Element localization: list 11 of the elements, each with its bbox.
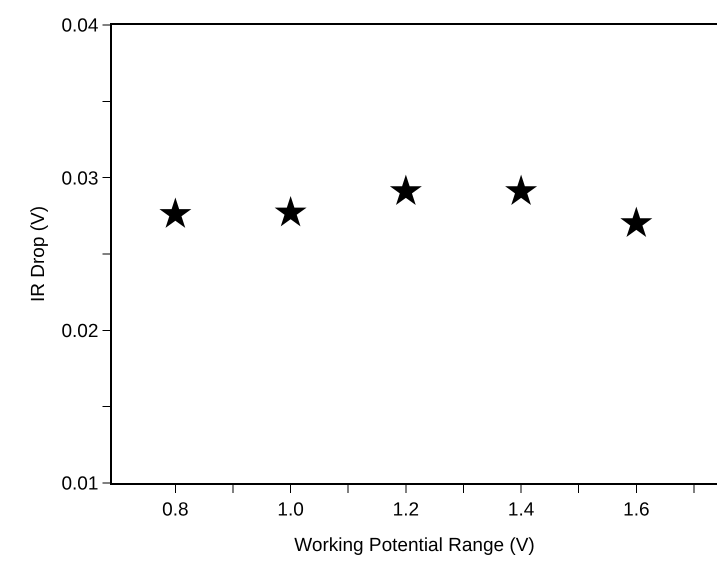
x-tick-label: 1.0 [277,500,304,521]
x-axis-title: Working Potential Range (V) [294,534,535,556]
y-tick-label: 0.02 [61,320,98,342]
x-tick-label: 1.2 [392,500,420,521]
y-tick-label: 0.01 [61,474,98,495]
x-tick-label: 0.8 [162,500,189,521]
y-axis-title: IR Drop (V) [28,206,49,302]
y-tick-label: 0.04 [61,16,99,37]
y-tick-label: 0.03 [61,168,98,190]
x-tick-label: 1.6 [623,500,650,521]
x-tick-label: 1.4 [508,500,535,521]
